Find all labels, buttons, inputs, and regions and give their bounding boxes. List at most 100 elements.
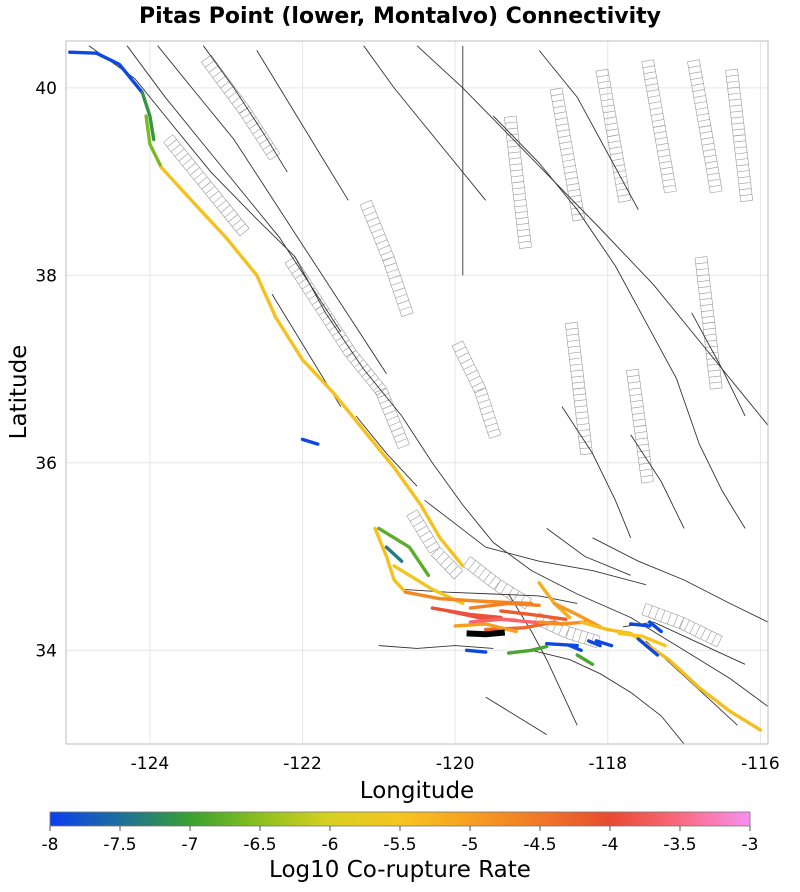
rupture-san-gregorio-fragment	[300, 437, 320, 446]
y-tick-label: 40	[35, 79, 57, 99]
hatch-segment	[382, 256, 414, 317]
hatch-segment	[549, 87, 574, 156]
rupture-los-alamos-casmalia	[377, 526, 431, 577]
chart-title: Pitas Point (lower, Montalvo) Connectivi…	[139, 4, 661, 29]
hatch-strip-10	[687, 59, 723, 194]
rupture-verdugo-fragment	[587, 639, 602, 648]
hatch-strip-17	[641, 603, 723, 648]
background-fault-23	[691, 312, 746, 417]
hatch-segment	[163, 134, 212, 190]
hatch-segment	[238, 106, 280, 161]
rupture-newport-inglewood-fragment	[575, 653, 595, 666]
hatch-segment	[431, 546, 464, 580]
rupture-san-andreas-peninsula-creeping	[159, 165, 465, 568]
background-fault-6	[416, 45, 768, 426]
grid-lines	[66, 41, 768, 744]
background-fault-3	[202, 45, 288, 173]
background-fault-17	[508, 593, 578, 726]
colorbar-tick-label: -7.5	[103, 835, 136, 855]
x-axis-label: Longitude	[360, 778, 474, 804]
x-tick-label: -122	[283, 754, 322, 774]
hatch-segment	[201, 181, 250, 237]
background-fault-22	[630, 434, 685, 529]
source-fault-layer	[466, 629, 506, 638]
hatch-segment	[572, 387, 593, 456]
map-background	[66, 41, 768, 744]
hatch-segment	[561, 153, 586, 222]
rupture-sierra-madre-central	[617, 631, 667, 648]
x-tick-label: -124	[131, 754, 170, 774]
hatch-segment	[641, 59, 666, 128]
hatch-segment	[451, 340, 486, 394]
hatch-segment	[474, 387, 502, 439]
hatch-segment	[732, 134, 753, 202]
hatch-segment	[565, 626, 601, 648]
colorbar-tick-label: -5.5	[383, 835, 416, 855]
hatch-segment	[284, 256, 326, 311]
background-fault-2	[157, 45, 387, 375]
hatch-segment	[702, 321, 723, 390]
hatch-segment	[494, 579, 532, 610]
x-axis-ticks: -124 -122 -120 -118 -116	[131, 754, 780, 774]
y-tick-label: 38	[35, 266, 57, 286]
rupture-san-andreas-mojave-south	[629, 631, 763, 732]
hatch-strip-16	[694, 256, 723, 390]
x-tick-label: -118	[588, 754, 627, 774]
hatch-strip-9	[641, 59, 677, 194]
background-fault-0	[88, 45, 768, 707]
rupture-northern-san-andreas-offshore	[68, 50, 144, 95]
background-fault-19	[355, 415, 418, 487]
background-fault-5	[363, 45, 487, 201]
colorbar-tick-label: -6	[322, 835, 339, 855]
hatch-segment	[626, 368, 647, 428]
background-fault-25	[485, 696, 547, 735]
y-tick-label: 36	[35, 454, 57, 474]
hatch-strip-0	[359, 200, 414, 317]
rupture-anacapa-dume	[506, 644, 549, 655]
hatch-segment	[694, 256, 715, 324]
rupture-santa-monica-fragment	[567, 643, 583, 652]
background-fault-21	[561, 406, 632, 538]
y-axis-ticks: 34 36 38 40	[35, 79, 57, 661]
hatch-segment	[652, 125, 677, 194]
rupture-santa-ynez-east	[468, 601, 541, 610]
colorbar-label: Log10 Co-rupture Rate	[269, 857, 531, 883]
hatch-strip-13	[163, 134, 250, 237]
background-fault-8	[492, 115, 746, 529]
hatch-strip-12	[201, 54, 280, 161]
colorbar	[49, 811, 751, 827]
background-fault-9	[538, 50, 639, 210]
rupture-north-coast-san-andreas	[144, 114, 164, 170]
co-rupture-faults	[68, 50, 763, 732]
background-fault-12	[485, 546, 647, 586]
x-tick-label: -116	[741, 754, 780, 774]
colorbar-tick-label: -8	[42, 835, 59, 855]
colorbar-tick-label: -4.5	[523, 835, 556, 855]
hatch-strip-15	[626, 368, 654, 484]
hatch-segment	[633, 425, 654, 484]
hatch-segment	[315, 303, 357, 358]
colorbar-tick-label: -3	[742, 835, 759, 855]
rupture-cucamonga-fragment	[629, 622, 652, 628]
fault-dip-hatches	[163, 54, 753, 648]
hatch-segment	[504, 115, 525, 184]
colorbar-tick-label: -6.5	[243, 835, 276, 855]
colorbar-tick-label: -3.5	[663, 835, 696, 855]
hatch-strip-11	[725, 68, 753, 202]
hatch-segment	[595, 68, 620, 138]
background-fault-4	[256, 50, 349, 201]
background-fault-14	[531, 649, 685, 744]
rupture-mendocino-segment	[140, 90, 156, 142]
rupture-oak-ridge-offshore	[453, 622, 518, 634]
x-tick-label: -120	[436, 754, 475, 774]
y-axis-label: Latitude	[6, 345, 32, 440]
hatch-segment	[725, 68, 746, 137]
hatch-segment	[462, 556, 502, 590]
colorbar-tick-label: -5	[462, 835, 479, 855]
background-fault-18	[424, 499, 486, 548]
hatch-segment	[687, 59, 712, 128]
hatch-strip-6	[504, 115, 532, 249]
rupture-raymond-fragment	[594, 639, 614, 648]
rupture-sierra-madre-west	[579, 620, 633, 636]
